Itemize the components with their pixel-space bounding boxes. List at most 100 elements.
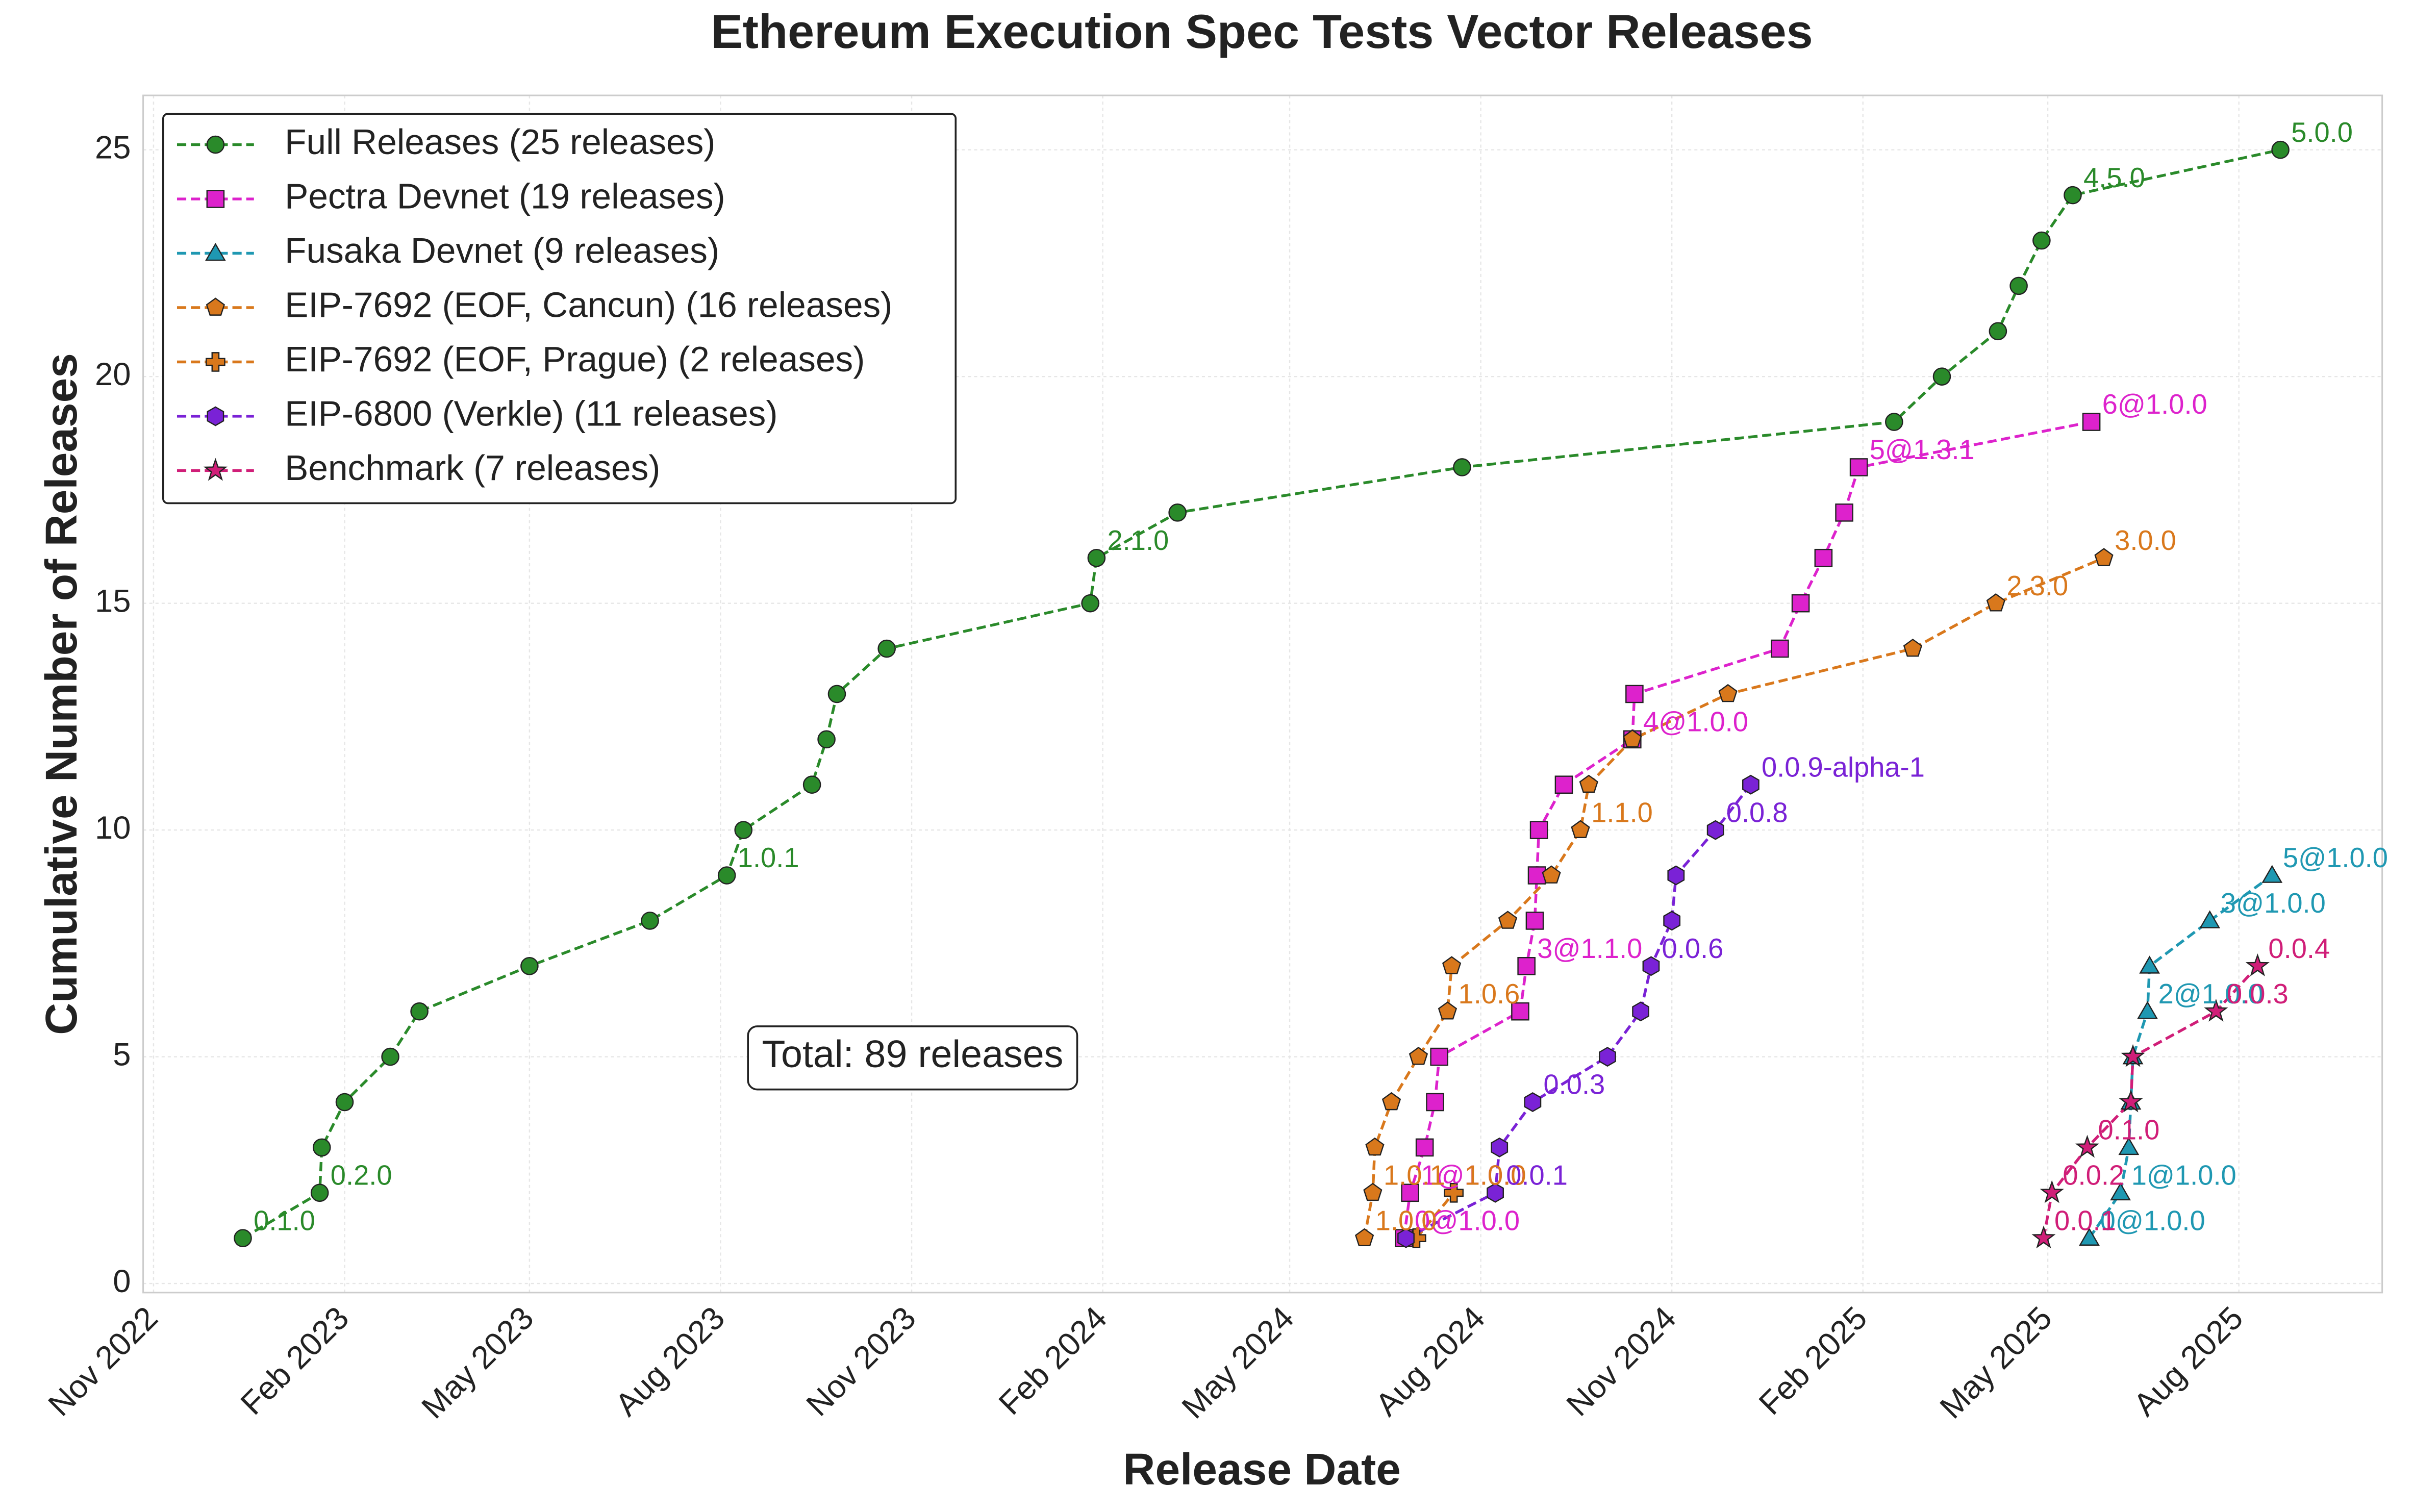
point-label: 3@1.0.0 xyxy=(2221,888,2326,919)
point-label: 4.5.0 xyxy=(2083,162,2145,193)
y-tick-label: 25 xyxy=(95,130,131,165)
point-label: 1@1.0.0 xyxy=(2131,1160,2236,1191)
marker xyxy=(2040,1180,2064,1203)
marker xyxy=(1989,322,2007,341)
marker xyxy=(1663,911,1681,931)
y-tick-label: 20 xyxy=(95,357,131,392)
marker xyxy=(1430,1047,1448,1066)
marker xyxy=(1623,729,1642,748)
point-label: 4@1.0.0 xyxy=(1643,707,1748,738)
marker xyxy=(410,1002,429,1021)
point-label: 5@1.3.1 xyxy=(1870,434,1975,465)
point-label: 0.0.8 xyxy=(1726,797,1788,828)
annotation: Total: 89 releases xyxy=(747,1025,1078,1091)
marker xyxy=(1814,548,1833,567)
marker xyxy=(1511,1002,1529,1021)
marker xyxy=(641,912,659,930)
marker xyxy=(2082,413,2101,431)
point-label: 2.1.0 xyxy=(1108,525,1169,556)
marker xyxy=(1885,413,1903,431)
point-label: 1.0.1 xyxy=(1384,1160,1445,1191)
point-label: 0.0.9-alpha-1 xyxy=(1762,751,1925,783)
legend: Full Releases (25 releases) Pectra Devnet… xyxy=(162,113,957,505)
marker xyxy=(2204,998,2228,1022)
marker xyxy=(1081,594,1099,613)
marker xyxy=(1718,684,1738,702)
y-tick-label: 15 xyxy=(95,583,131,619)
point-label: 1@1.0.0 xyxy=(1421,1160,1526,1191)
point-label: 5@1.0.0 xyxy=(2283,842,2388,873)
marker xyxy=(1706,820,1724,840)
marker xyxy=(335,1093,354,1112)
series-line xyxy=(1415,1192,1455,1239)
marker xyxy=(205,243,226,261)
marker xyxy=(1381,1092,1401,1111)
marker xyxy=(1491,1137,1509,1157)
point-label: 0.0.2 xyxy=(2063,1160,2124,1191)
marker xyxy=(877,639,896,658)
legend-box xyxy=(162,113,957,505)
marker xyxy=(1771,639,1789,658)
marker xyxy=(734,821,753,839)
marker xyxy=(1667,865,1685,886)
point-label: 0.0.1 xyxy=(1506,1160,1568,1191)
series-line xyxy=(1405,784,1752,1240)
marker xyxy=(2009,276,2028,295)
marker xyxy=(1986,593,2005,612)
point-label: 1.0.1 xyxy=(738,842,799,873)
marker xyxy=(2118,1137,2140,1155)
marker xyxy=(520,957,539,975)
point-label: 0.2.0 xyxy=(331,1160,392,1191)
marker xyxy=(1426,1093,1444,1112)
x-axis-label: Release Date xyxy=(1123,1444,1401,1494)
point-label: 0.0.6 xyxy=(1662,933,1724,964)
marker xyxy=(1791,594,1810,613)
marker xyxy=(2261,865,2283,883)
legend-label: Benchmark (7 releases) xyxy=(285,448,660,488)
marker xyxy=(2079,1227,2100,1246)
marker xyxy=(2139,955,2160,974)
point-label: 2.3.0 xyxy=(2006,570,2068,601)
marker xyxy=(2245,953,2270,976)
marker xyxy=(310,1183,329,1202)
y-tick-label: 0 xyxy=(113,1264,131,1299)
marker xyxy=(2075,1135,2100,1158)
plot-frame xyxy=(142,94,2383,1294)
marker xyxy=(381,1047,399,1066)
series-line xyxy=(2088,874,2273,1239)
marker xyxy=(1087,548,1106,567)
marker xyxy=(1438,1001,1457,1020)
marker xyxy=(1835,503,1853,522)
marker xyxy=(206,352,225,372)
marker xyxy=(234,1229,252,1247)
marker xyxy=(2137,1001,2158,1019)
marker xyxy=(1487,1182,1504,1203)
marker xyxy=(1354,1228,1374,1247)
y-tick-label: 5 xyxy=(113,1037,131,1072)
point-label: 0.0.1 xyxy=(2054,1205,2116,1236)
marker xyxy=(206,190,225,208)
point-label: 6@1.0.0 xyxy=(2102,389,2207,420)
y-axis-label: Cumulative Number of Releases xyxy=(36,353,86,1035)
marker xyxy=(1554,775,1573,794)
annotation-box xyxy=(747,1025,1078,1091)
marker xyxy=(2271,140,2290,159)
marker xyxy=(206,135,225,154)
point-label: 0.0.3 xyxy=(1544,1069,1605,1100)
marker xyxy=(1742,774,1760,795)
marker xyxy=(1415,1138,1434,1157)
marker xyxy=(1527,866,1546,885)
point-label: 1.1.0 xyxy=(1591,797,1653,828)
point-label: 2@1.0.0 xyxy=(2158,978,2264,1010)
marker xyxy=(1632,1001,1649,1022)
marker xyxy=(717,866,736,885)
marker xyxy=(1442,956,1462,974)
point-label: 5.0.0 xyxy=(2291,117,2353,148)
marker xyxy=(2064,186,2082,205)
point-label: 0.0.3 xyxy=(2227,978,2289,1010)
marker xyxy=(1579,774,1598,793)
marker xyxy=(2119,1089,2143,1113)
marker xyxy=(203,458,228,481)
marker xyxy=(1529,821,1548,839)
